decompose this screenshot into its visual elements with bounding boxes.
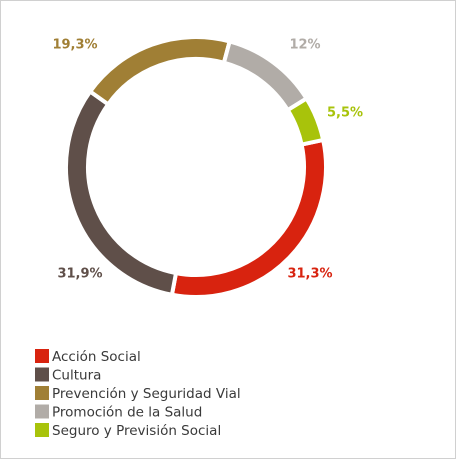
- value-label: 19,3%: [52, 38, 97, 53]
- legend-swatch: [35, 386, 49, 400]
- donut-segment: [285, 95, 326, 147]
- value-label: 5,5%: [327, 106, 363, 121]
- legend-swatch: [35, 367, 49, 382]
- donut-segment: [87, 35, 233, 108]
- legend-label: Prevención y Seguridad Vial: [52, 386, 241, 402]
- value-label: 31,3%: [287, 267, 332, 282]
- legend-label: Seguro y Previsión Social: [52, 423, 221, 439]
- legend-swatch: [35, 423, 49, 437]
- legend-swatch: [35, 404, 49, 419]
- legend-label: Acción Social: [52, 349, 141, 365]
- donut-segment: [64, 88, 179, 298]
- legend-swatch: [35, 349, 49, 363]
- value-label: 31,9%: [57, 267, 102, 282]
- value-label: 12%: [289, 38, 320, 53]
- legend-label: Promoción de la Salud: [52, 405, 202, 421]
- legend-label: Cultura: [52, 368, 101, 384]
